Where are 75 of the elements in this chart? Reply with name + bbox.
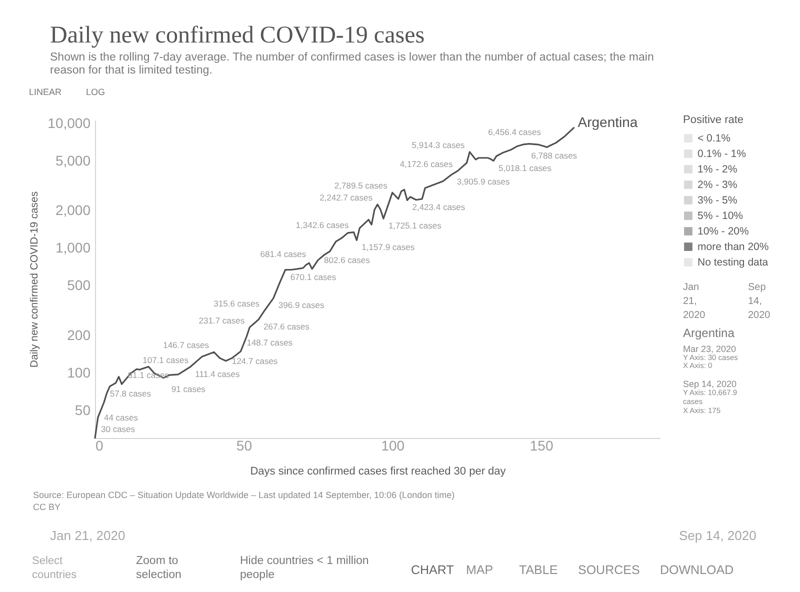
text: Sep 14, 2020: [683, 379, 737, 389]
data-label: 267.6 cases: [264, 322, 310, 332]
data-label: 6,788 cases: [531, 150, 578, 160]
text: DOWNLOAD: [660, 563, 734, 577]
text: Hide countries < 1 million people: [240, 555, 369, 581]
text: LOG: [86, 87, 106, 97]
legend-label: more than 20%: [698, 240, 769, 253]
chart-subtitle: Shown is the rolling 7-day average. The number of confirmed cases is lower than the number of actual cases; the main reason for that is limited testing.: [50, 52, 654, 76]
y-axis-title: Daily new confirmed COVID-19 cases: [50, 22, 425, 48]
data-label: 5,018.1 cases: [498, 162, 552, 173]
data-label: 146.7 cases: [163, 340, 209, 350]
data-label: 2,242.7 cases: [320, 192, 372, 202]
data-label: 1,725.1 cases: [388, 220, 442, 231]
x-tick-label: 100: [381, 438, 405, 454]
legend-label: 10% - 20%: [698, 225, 749, 238]
data-label: 1,342.6 cases: [296, 220, 349, 230]
data-label: 4,172.6 cases: [400, 158, 453, 169]
data-label: 6,456.4 cases: [488, 127, 541, 138]
text: LINEAR: [29, 87, 62, 97]
legend-label: 0.1% - 1%: [698, 148, 746, 160]
data-label: 315.6 cases: [214, 298, 260, 309]
y-tick-label: 2,000: [55, 202, 91, 218]
y-tick-label: 500: [67, 277, 91, 294]
text: Mar 23, 2020: [683, 344, 736, 354]
data-label: 670.1 cases: [290, 272, 336, 282]
data-label: 681.4 cases: [260, 248, 306, 259]
text: TABLE: [519, 563, 558, 577]
source-note: Source: European CDC – Situation Update Worldwide – Last updated 14 September, 10:06 (London time): [33, 490, 455, 500]
text: Jan 21, 2020: [683, 282, 706, 321]
y-tick-label: 200: [67, 326, 91, 343]
x-tick-label: 0: [96, 438, 104, 454]
data-label: 396.9 cases: [278, 300, 324, 310]
series-label: Argentina: [578, 114, 638, 130]
legend-label: 5% - 10%: [698, 210, 744, 222]
legend-title: Positive rate: [683, 114, 744, 126]
data-label: 107.1 cases: [142, 355, 188, 366]
text: Sep 14, 2020: [748, 282, 771, 321]
legend-label: 3% - 5%: [698, 194, 738, 206]
data-label: 5,914.3 cases: [412, 140, 465, 150]
data-label: 1,157.9 cases: [362, 242, 415, 252]
y-tick-label: 5,000: [55, 152, 91, 169]
y-tick-label: 1,000: [55, 240, 91, 256]
x-tick-label: 50: [236, 438, 252, 454]
text: Select countries: [32, 555, 78, 581]
y-tick-label: 100: [67, 364, 91, 380]
data-label: 2,423.4 cases: [412, 202, 466, 212]
text: Zoom to selection: [136, 555, 182, 581]
data-label: 30 cases: [101, 424, 136, 434]
y-tick-label: 10,000: [48, 115, 91, 131]
data-label: 802.6 cases: [324, 255, 370, 266]
text: Daily new confirmed COVID-19 cases: [28, 191, 41, 368]
data-label: 91 cases: [171, 384, 206, 394]
legend-label: < 0.1%: [698, 132, 730, 144]
text: Argentina: [683, 326, 735, 340]
data-label: 231.7 cases: [198, 315, 245, 326]
data-label: 111.4 cases: [195, 368, 240, 379]
x-tick-label: 150: [530, 438, 554, 454]
line-series: [94, 127, 575, 439]
data-label: 148.7 cases: [246, 337, 293, 348]
x-axis-title: Days since confirmed cases first reached 30 per day: [250, 466, 506, 478]
y-tick-label: 50: [74, 402, 91, 418]
text: CHART: [411, 563, 454, 577]
legend-label: No testing data: [698, 256, 768, 268]
legend-label: 1% - 2%: [698, 163, 738, 176]
data-label: 2,789.5 cases: [334, 180, 388, 191]
data-label: 44 cases: [104, 412, 138, 422]
text: MAP: [466, 563, 494, 577]
text: Jan 21, 2020: [50, 528, 126, 543]
data-label: 124.7 cases: [232, 356, 278, 366]
data-label: 57.8 cases: [110, 388, 152, 398]
data-label: 3,905.9 cases: [456, 176, 510, 186]
text: SOURCES: [578, 563, 640, 577]
legend-label: 2% - 3%: [698, 178, 738, 191]
text: CC BY: [33, 502, 61, 512]
text: Sep 14, 2020: [679, 528, 756, 543]
